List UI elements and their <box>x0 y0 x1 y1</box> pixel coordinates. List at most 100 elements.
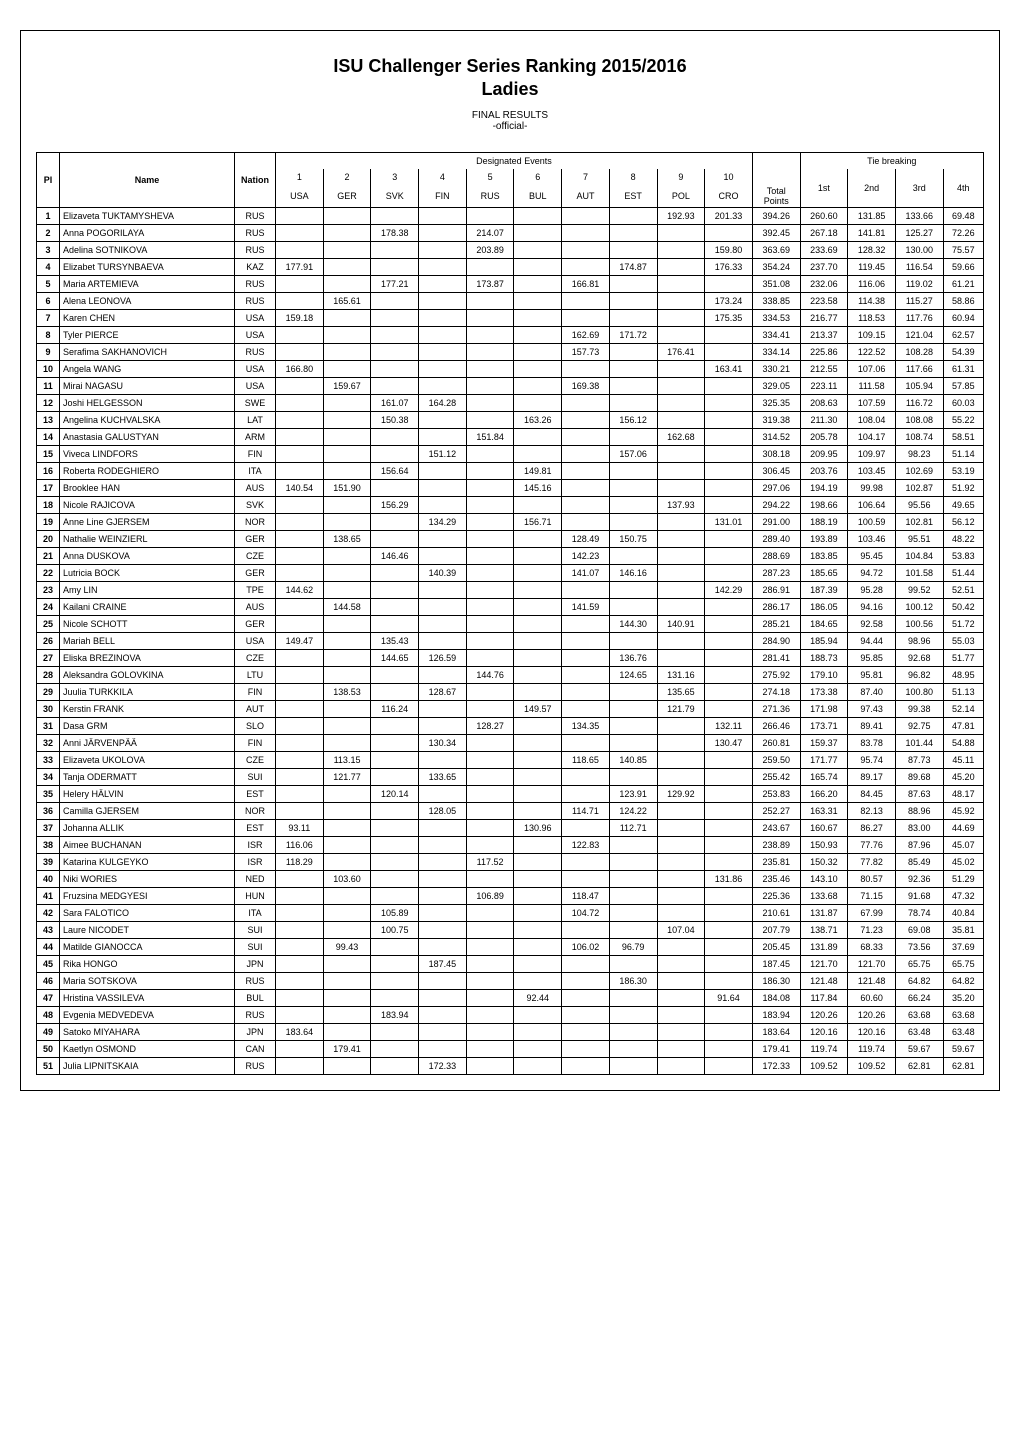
cell-event-1: 118.29 <box>276 854 324 871</box>
cell-nation: ISR <box>235 854 276 871</box>
cell-nation: AUS <box>235 480 276 497</box>
cell-tie-4: 53.19 <box>943 463 983 480</box>
cell-pl: 25 <box>37 616 60 633</box>
cell-event-9: 140.91 <box>657 616 705 633</box>
cell-event-5: 203.89 <box>466 242 514 259</box>
cell-event-10 <box>705 650 753 667</box>
cell-nation: SLO <box>235 718 276 735</box>
cell-name: Helery HÄLVIN <box>60 786 235 803</box>
cell-pl: 15 <box>37 446 60 463</box>
cell-nation: AUT <box>235 701 276 718</box>
cell-tie-1: 184.65 <box>800 616 848 633</box>
cell-event-1 <box>276 327 324 344</box>
cell-tie-2: 108.04 <box>848 412 896 429</box>
cell-event-7: 142.23 <box>562 548 610 565</box>
cell-event-1: 144.62 <box>276 582 324 599</box>
cell-event-5 <box>466 820 514 837</box>
cell-pl: 21 <box>37 548 60 565</box>
cell-event-1 <box>276 378 324 395</box>
cell-event-1 <box>276 497 324 514</box>
cell-event-7: 162.69 <box>562 327 610 344</box>
cell-event-9 <box>657 871 705 888</box>
cell-tie-4: 35.81 <box>943 922 983 939</box>
table-row: 40Niki WORIESNED103.60131.86235.46143.10… <box>37 871 984 888</box>
cell-event-3 <box>371 1058 419 1075</box>
cell-event-10 <box>705 497 753 514</box>
cell-event-2: 103.60 <box>323 871 371 888</box>
cell-tie-2: 82.13 <box>848 803 896 820</box>
cell-name: Laure NICODET <box>60 922 235 939</box>
cell-tie-3: 87.73 <box>895 752 943 769</box>
cell-event-4 <box>419 939 467 956</box>
cell-pl: 33 <box>37 752 60 769</box>
cell-event-2 <box>323 1024 371 1041</box>
cell-event-5 <box>466 514 514 531</box>
cell-tie-3: 87.96 <box>895 837 943 854</box>
cell-event-8: 136.76 <box>609 650 657 667</box>
event-code-2: GER <box>323 185 371 208</box>
cell-nation: CAN <box>235 1041 276 1058</box>
cell-pl: 20 <box>37 531 60 548</box>
cell-tie-2: 60.60 <box>848 990 896 1007</box>
cell-event-4: 187.45 <box>419 956 467 973</box>
cell-event-5 <box>466 633 514 650</box>
cell-event-5 <box>466 480 514 497</box>
cell-total: 314.52 <box>752 429 800 446</box>
cell-event-5: 106.89 <box>466 888 514 905</box>
cell-name: Julia LIPNITSKAIA <box>60 1058 235 1075</box>
cell-pl: 13 <box>37 412 60 429</box>
cell-event-4: 133.65 <box>419 769 467 786</box>
cell-event-6 <box>514 803 562 820</box>
cell-nation: RUS <box>235 208 276 225</box>
cell-tie-2: 92.58 <box>848 616 896 633</box>
cell-event-1 <box>276 888 324 905</box>
cell-event-2 <box>323 922 371 939</box>
cell-event-6 <box>514 718 562 735</box>
cell-tie-2: 131.85 <box>848 208 896 225</box>
cell-event-9 <box>657 361 705 378</box>
cell-event-1 <box>276 956 324 973</box>
cell-nation: LTU <box>235 667 276 684</box>
cell-tie-4: 69.48 <box>943 208 983 225</box>
cell-pl: 5 <box>37 276 60 293</box>
cell-pl: 44 <box>37 939 60 956</box>
cell-nation: RUS <box>235 225 276 242</box>
cell-total: 275.92 <box>752 667 800 684</box>
cell-event-6 <box>514 616 562 633</box>
cell-nation: SUI <box>235 769 276 786</box>
cell-event-9 <box>657 276 705 293</box>
cell-total: 354.24 <box>752 259 800 276</box>
cell-tie-2: 104.17 <box>848 429 896 446</box>
cell-total: 187.45 <box>752 956 800 973</box>
cell-event-6 <box>514 242 562 259</box>
cell-tie-1: 117.84 <box>800 990 848 1007</box>
cell-event-8 <box>609 871 657 888</box>
cell-name: Joshi HELGESSON <box>60 395 235 412</box>
cell-event-9 <box>657 803 705 820</box>
cell-event-7: 114.71 <box>562 803 610 820</box>
cell-tie-1: 186.05 <box>800 599 848 616</box>
cell-event-5 <box>466 548 514 565</box>
cell-event-2 <box>323 310 371 327</box>
cell-pl: 1 <box>37 208 60 225</box>
tie-col-1: 1st <box>800 169 848 208</box>
cell-event-1: 93.11 <box>276 820 324 837</box>
cell-tie-1: 131.87 <box>800 905 848 922</box>
cell-event-6 <box>514 769 562 786</box>
cell-tie-2: 89.41 <box>848 718 896 735</box>
cell-event-3 <box>371 242 419 259</box>
cell-name: Roberta RODEGHIERO <box>60 463 235 480</box>
cell-tie-3: 64.82 <box>895 973 943 990</box>
table-row: 34Tanja ODERMATTSUI121.77133.65255.42165… <box>37 769 984 786</box>
cell-tie-2: 86.27 <box>848 820 896 837</box>
cell-tie-2: 121.70 <box>848 956 896 973</box>
cell-event-7 <box>562 769 610 786</box>
cell-tie-2: 89.17 <box>848 769 896 786</box>
cell-event-1 <box>276 1058 324 1075</box>
cell-event-2 <box>323 973 371 990</box>
cell-event-6 <box>514 837 562 854</box>
cell-tie-1: 166.20 <box>800 786 848 803</box>
cell-event-4: 164.28 <box>419 395 467 412</box>
cell-tie-3: 105.94 <box>895 378 943 395</box>
cell-tie-3: 88.96 <box>895 803 943 820</box>
